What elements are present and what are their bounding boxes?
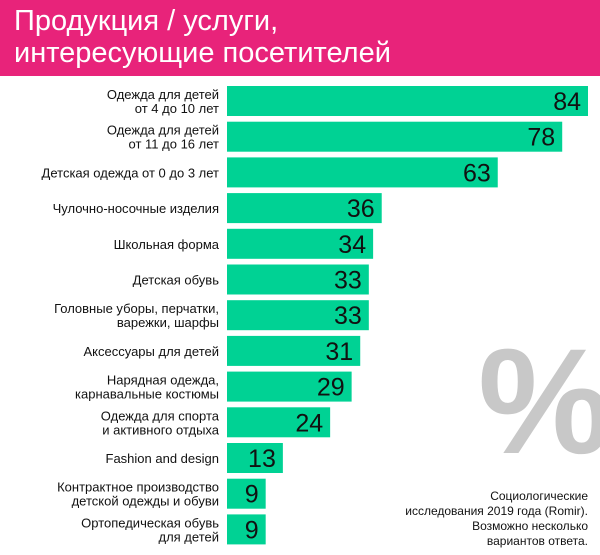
category-label-10: Одежда для спорта и активного отдыха [101, 408, 220, 437]
bar-value-label-1: 84 [553, 88, 581, 116]
chart-title-line-2: интересующие посетителей [14, 37, 391, 69]
bar-value-label-8: 31 [325, 338, 353, 366]
source-note-line-4: вариантов ответа. [486, 534, 588, 548]
bar-1 [227, 86, 588, 116]
category-label-1: Одежда для детей от 4 до 10 лет [107, 87, 219, 116]
header-banner: Продукция / услуги, интересующие посетит… [0, 0, 600, 76]
bar-12 [227, 478, 266, 509]
bar-value-label-6: 33 [334, 267, 362, 295]
category-label-13: Ортопедическая обувь для детей [81, 515, 219, 544]
bar-value-label-11: 13 [248, 445, 276, 473]
category-label-12: Контрактное производство детской одежды и… [57, 480, 219, 509]
category-label-8: Аксессуары для детей [83, 344, 219, 359]
source-note-line-3: Возможно несколько [472, 519, 588, 533]
bar-9 [227, 371, 352, 402]
percent-icon: % [478, 317, 600, 485]
bar-8 [227, 335, 361, 366]
bar-value-label-10: 24 [295, 409, 323, 437]
bar-2 [227, 121, 563, 152]
source-note-line-1: Социологические [490, 489, 588, 503]
bar-13 [227, 514, 266, 545]
bar-value-label-13: 9 [245, 516, 259, 544]
category-label-6: Детская обувь [133, 273, 220, 288]
category-label-2: Одежда для детей от 11 до 16 лет [107, 123, 219, 152]
bar-value-label-9: 29 [317, 374, 345, 402]
bar-value-label-5: 34 [338, 231, 366, 259]
bar-value-label-4: 36 [347, 195, 375, 223]
category-label-7: Головные уборы, перчатки, варежки, шарфы [54, 301, 219, 330]
chart-title-line-1: Продукция / услуги, [14, 5, 279, 37]
category-label-9: Нарядная одежда, карнавальные костюмы [75, 373, 219, 402]
bar-3 [227, 157, 498, 188]
category-label-11: Fashion and design [106, 451, 219, 466]
source-note: Социологические исследования 2019 года (… [368, 489, 588, 549]
bar-4 [227, 193, 382, 224]
bar-value-label-3: 63 [463, 159, 491, 187]
bar-value-label-12: 9 [245, 481, 259, 509]
bar-5 [227, 228, 374, 259]
category-label-5: Школьная форма [114, 237, 220, 252]
bar-7 [227, 300, 369, 331]
category-label-4: Чулочно-носочные изделия [53, 201, 219, 216]
category-label-3: Детская одежда от 0 до 3 лет [42, 165, 220, 180]
bar-value-label-2: 78 [527, 124, 555, 152]
bar-11 [227, 443, 283, 473]
source-note-line-2: исследования 2019 года (Romir). [405, 504, 588, 518]
bar-value-label-7: 33 [334, 302, 362, 330]
bar-6 [227, 264, 369, 295]
bar-10 [227, 407, 331, 438]
